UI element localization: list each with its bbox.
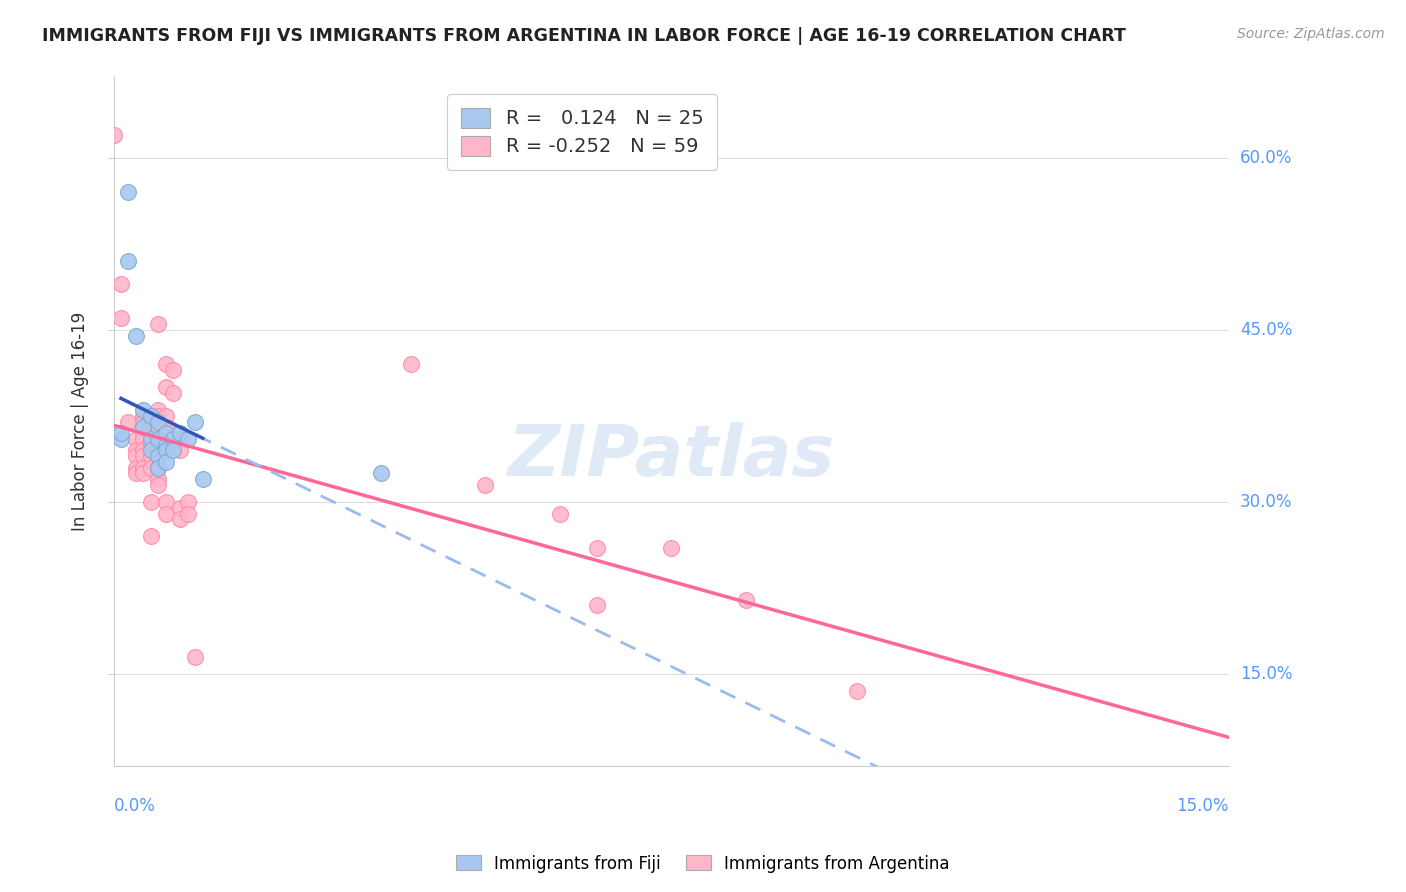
Point [146,415,169,429]
Point [139,443,162,458]
Point [110,311,132,326]
Point [117,254,139,268]
Point [139,438,162,452]
Point [117,185,139,199]
Legend: R =   0.124   N = 25, R = -0.252   N = 59: R = 0.124 N = 25, R = -0.252 N = 59 [447,94,717,170]
Point [146,478,169,492]
Point [155,420,177,434]
Point [155,426,177,441]
Point [162,363,184,377]
Point [370,467,392,481]
Point [162,432,184,446]
Point [132,443,155,458]
Point [155,455,177,469]
Point [146,443,169,458]
Point [125,460,148,475]
Point [139,409,162,423]
Point [132,449,155,463]
Point [132,409,155,423]
Point [177,507,200,521]
Point [110,432,132,446]
Point [169,500,191,515]
Point [169,426,191,441]
Point [146,432,169,446]
Point [146,449,169,463]
Point [139,426,162,441]
Point [146,317,169,331]
Text: 15.0%: 15.0% [1177,797,1229,814]
Point [132,467,155,481]
Point [132,426,155,441]
Point [139,460,162,475]
Point [139,495,162,509]
Point [548,507,571,521]
Point [184,415,207,429]
Text: Source: ZipAtlas.com: Source: ZipAtlas.com [1237,27,1385,41]
Text: 15.0%: 15.0% [1240,665,1292,683]
Point [146,403,169,417]
Point [139,432,162,446]
Text: ZIPatlas: ZIPatlas [508,422,835,491]
Point [125,449,148,463]
Text: 60.0%: 60.0% [1240,149,1292,167]
Point [586,599,609,613]
Point [155,409,177,423]
Point [139,449,162,463]
Point [125,432,148,446]
Legend: Immigrants from Fiji, Immigrants from Argentina: Immigrants from Fiji, Immigrants from Ar… [450,848,956,880]
Point [132,403,155,417]
Point [103,128,125,142]
Point [146,409,169,423]
Point [125,467,148,481]
Point [474,478,496,492]
Point [169,432,191,446]
Text: IMMIGRANTS FROM FIJI VS IMMIGRANTS FROM ARGENTINA IN LABOR FORCE | AGE 16-19 COR: IMMIGRANTS FROM FIJI VS IMMIGRANTS FROM … [42,27,1126,45]
Point [184,650,207,665]
Point [846,684,869,698]
Point [125,328,148,343]
Point [177,495,200,509]
Point [146,460,169,475]
Point [155,443,177,458]
Point [169,443,191,458]
Point [132,420,155,434]
Text: 30.0%: 30.0% [1240,493,1292,511]
Point [146,472,169,486]
Point [139,529,162,543]
Y-axis label: In Labor Force | Age 16-19: In Labor Force | Age 16-19 [72,312,89,532]
Point [139,420,162,434]
Point [110,277,132,291]
Point [146,460,169,475]
Point [139,409,162,423]
Point [132,415,155,429]
Point [155,357,177,371]
Point [155,507,177,521]
Point [734,592,756,607]
Point [132,432,155,446]
Point [110,426,132,441]
Point [146,449,169,463]
Point [162,443,184,458]
Point [399,357,422,371]
Point [659,541,682,555]
Text: 45.0%: 45.0% [1240,321,1292,339]
Point [146,420,169,434]
Point [125,443,148,458]
Point [191,472,214,486]
Point [146,432,169,446]
Text: 0.0%: 0.0% [114,797,156,814]
Point [177,432,200,446]
Point [155,438,177,452]
Point [155,380,177,394]
Point [162,386,184,401]
Point [169,512,191,526]
Point [155,495,177,509]
Point [132,460,155,475]
Point [117,415,139,429]
Point [586,541,609,555]
